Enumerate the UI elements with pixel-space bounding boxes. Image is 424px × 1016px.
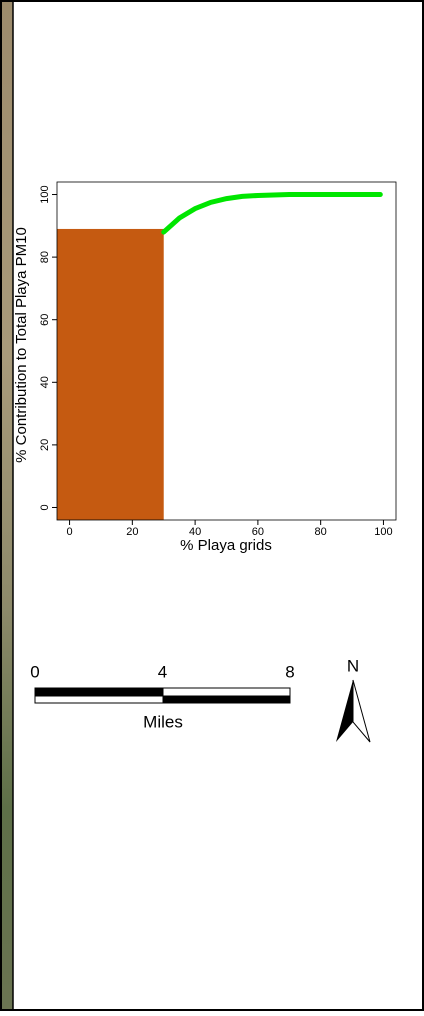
y-tick-label: 20 <box>39 439 51 451</box>
page: {"chart_data": {"type": "line", "ylabel"… <box>0 0 424 1016</box>
y-tick-label: 40 <box>39 376 51 388</box>
x-tick-label: 60 <box>252 526 264 538</box>
map-layout: % Contribution to Total Playa PM10 % Pla… <box>0 0 424 1011</box>
scale-segment <box>35 696 163 703</box>
x-axis-label: % Playa grids <box>180 537 272 554</box>
scale-label: 8 <box>285 662 294 681</box>
scale-label: 0 <box>30 662 39 681</box>
scale-segment <box>35 688 163 696</box>
x-tick-label: 0 <box>66 526 72 538</box>
y-tick-label: 100 <box>39 185 51 203</box>
north-label: N <box>347 656 359 675</box>
bar <box>57 229 164 520</box>
x-tick-label: 40 <box>189 526 201 538</box>
scale-label: 4 <box>158 662 167 681</box>
scale-segment <box>163 688 290 696</box>
scale-unit: Miles <box>143 712 183 731</box>
x-tick-label: 20 <box>126 526 138 538</box>
x-tick-label: 100 <box>374 526 392 538</box>
y-tick-label: 60 <box>39 314 51 326</box>
x-tick-label: 80 <box>315 526 327 538</box>
y-tick-label: 0 <box>39 504 51 510</box>
y-axis-label: % Contribution to Total Playa PM10 <box>13 227 30 463</box>
y-tick-label: 80 <box>39 251 51 263</box>
scale-segment <box>163 696 290 703</box>
